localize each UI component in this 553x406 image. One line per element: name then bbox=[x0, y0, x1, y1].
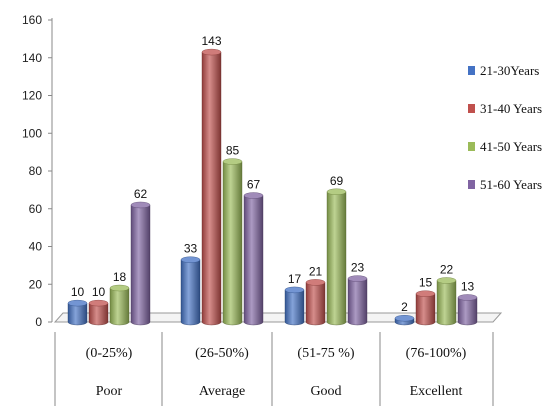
bar-body bbox=[347, 278, 368, 326]
data-label: 85 bbox=[226, 144, 240, 158]
bar bbox=[109, 284, 130, 326]
y-tick-label: 60 bbox=[29, 202, 43, 216]
bar-body bbox=[243, 195, 264, 326]
legend: 21-30Years 31-40 Years 41-50 Years 51-60 Ye… bbox=[468, 63, 542, 192]
bar-body bbox=[284, 289, 305, 326]
bar bbox=[284, 286, 305, 326]
data-label: 13 bbox=[461, 279, 475, 293]
data-label: 143 bbox=[201, 34, 221, 48]
legend-label: 31-40 Years bbox=[480, 101, 542, 116]
legend-swatch bbox=[468, 142, 475, 151]
bar-top bbox=[284, 286, 305, 294]
bar bbox=[130, 201, 151, 326]
category-range-label: (0-25%) bbox=[86, 346, 133, 361]
bar bbox=[243, 192, 264, 326]
data-label: 69 bbox=[330, 174, 344, 188]
y-tick-label: 20 bbox=[29, 277, 43, 291]
bar-body bbox=[88, 302, 109, 326]
bar-body bbox=[180, 259, 201, 326]
bar bbox=[222, 158, 243, 326]
bar-body bbox=[415, 293, 436, 326]
data-label: 22 bbox=[440, 262, 454, 276]
y-tick-label: 80 bbox=[29, 164, 43, 178]
data-label: 17 bbox=[288, 272, 302, 286]
data-label: 23 bbox=[351, 261, 365, 275]
legend-label: 41-50 Years bbox=[480, 139, 542, 154]
data-label: 33 bbox=[184, 242, 198, 256]
bar-body bbox=[436, 280, 457, 326]
legend-swatch bbox=[468, 180, 475, 189]
legend-label: 21-30Years bbox=[480, 63, 539, 78]
bar bbox=[347, 275, 368, 326]
bar-top bbox=[201, 48, 222, 56]
bar-body bbox=[457, 297, 478, 326]
bar bbox=[436, 277, 457, 326]
data-label: 62 bbox=[134, 187, 148, 201]
bar-top bbox=[109, 284, 130, 292]
y-tick-label: 160 bbox=[22, 13, 42, 27]
bar bbox=[67, 299, 88, 326]
data-label: 10 bbox=[92, 285, 106, 299]
bar-top bbox=[326, 188, 347, 195]
category-label: Excellent bbox=[410, 384, 463, 399]
bar bbox=[201, 48, 222, 326]
legend-label: 51-60 Years bbox=[480, 177, 542, 192]
category-range-label: (76-100%) bbox=[406, 346, 467, 361]
category-range-label: (51-75 %) bbox=[297, 346, 354, 361]
bar-top bbox=[67, 299, 88, 307]
bar bbox=[305, 279, 326, 326]
bar bbox=[88, 299, 109, 326]
legend-swatch bbox=[468, 66, 475, 75]
bar-body bbox=[326, 191, 347, 326]
bar bbox=[394, 315, 415, 326]
bar bbox=[180, 256, 201, 326]
bar-top bbox=[436, 277, 457, 284]
y-tick-label: 100 bbox=[22, 126, 42, 140]
bar-body bbox=[130, 204, 151, 326]
axes: 0 20 40 60 80 100 120 140 160 bbox=[22, 13, 503, 329]
category-table: (0-25%) Poor (26-50%) Average (51-75 %) Good (… bbox=[54, 332, 494, 406]
bar-top bbox=[222, 158, 243, 165]
bar-body bbox=[222, 161, 243, 326]
bar-top bbox=[394, 315, 415, 322]
bar-top bbox=[243, 192, 264, 199]
bar bbox=[415, 290, 436, 326]
data-labels: 10 10 18 62 33 143 85 67 17 21 69 23 2 15 22 13 bbox=[71, 34, 475, 314]
data-label: 15 bbox=[419, 276, 433, 290]
bar-body bbox=[67, 302, 88, 326]
bar-top bbox=[180, 256, 201, 263]
category-range-label: (26-50%) bbox=[195, 346, 249, 361]
data-label: 67 bbox=[247, 178, 261, 192]
bar bbox=[457, 294, 478, 326]
bar-top bbox=[130, 201, 151, 209]
data-label: 2 bbox=[401, 300, 408, 314]
y-tick-label: 0 bbox=[35, 315, 42, 329]
legend-swatch bbox=[468, 104, 475, 113]
category-label: Poor bbox=[96, 384, 123, 399]
category-label: Good bbox=[310, 384, 341, 399]
bar-body bbox=[201, 51, 222, 326]
bar-top bbox=[415, 290, 436, 297]
bars bbox=[67, 48, 478, 326]
y-tick-label: 140 bbox=[22, 51, 42, 65]
data-label: 18 bbox=[113, 270, 127, 284]
bar-top bbox=[305, 279, 326, 286]
bar-top bbox=[347, 275, 368, 282]
y-tick-label: 120 bbox=[22, 89, 42, 103]
bar-top bbox=[457, 294, 478, 301]
category-label: Average bbox=[199, 384, 245, 399]
data-label: 10 bbox=[71, 285, 85, 299]
bar-body bbox=[305, 282, 326, 326]
data-label: 21 bbox=[309, 264, 323, 278]
bar bbox=[326, 188, 347, 326]
y-tick-label: 40 bbox=[29, 240, 43, 254]
chart-floor bbox=[53, 312, 503, 323]
bar-top bbox=[88, 299, 109, 307]
bar-body bbox=[109, 287, 130, 326]
